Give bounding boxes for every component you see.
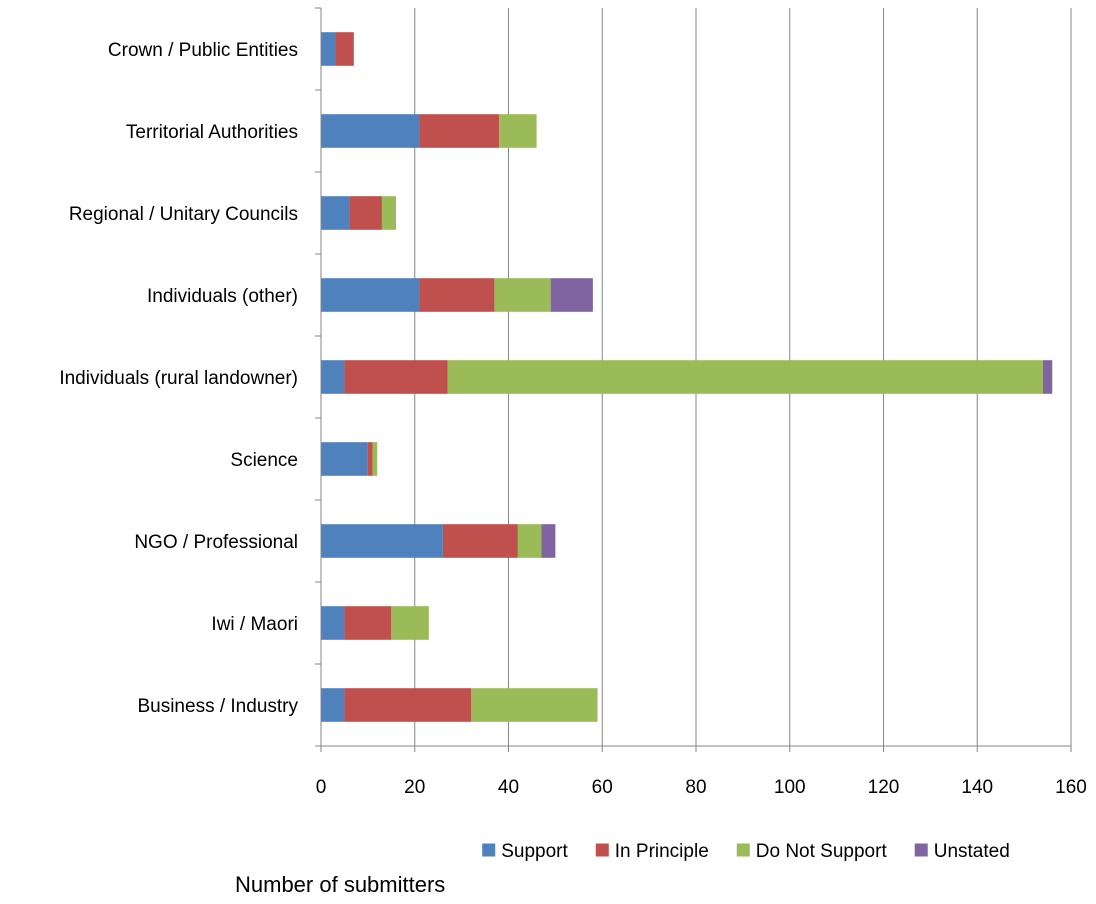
bar-segment — [321, 32, 336, 66]
category-label: Iwi / Maori — [211, 614, 298, 635]
bar-segment — [499, 114, 537, 148]
category-label: Science — [230, 450, 298, 471]
legend-label: Unstated — [934, 841, 1010, 862]
bar-segment — [321, 524, 443, 558]
bar-segment — [1042, 360, 1053, 394]
legend-swatch — [736, 843, 750, 857]
bar-segment — [541, 524, 556, 558]
bar-segment — [349, 196, 382, 230]
bar-segment — [321, 442, 368, 476]
bar-segment — [321, 114, 420, 148]
legend-label: In Principle — [615, 841, 709, 862]
x-tick-label: 0 — [316, 777, 327, 798]
bar-segment — [471, 688, 598, 722]
category-label: NGO / Professional — [134, 532, 298, 553]
bars — [321, 32, 1053, 722]
bar-segment — [321, 360, 345, 394]
bar-segment — [372, 442, 378, 476]
x-axis-label: Number of submitters — [235, 872, 445, 897]
axes — [315, 7, 1072, 752]
category-label: Individuals (rural landowner) — [59, 368, 298, 389]
bar-segment — [321, 606, 345, 640]
bar-segment — [321, 688, 345, 722]
bar-segment — [419, 278, 495, 312]
legend: Support In Principle Do Not Support Unstate… — [482, 841, 1010, 862]
legend-swatch — [482, 843, 496, 857]
bar-segment — [442, 524, 518, 558]
category-label: Regional / Unitary Councils — [69, 204, 298, 225]
x-tick-label: 60 — [592, 777, 613, 798]
category-label: Territorial Authorities — [126, 122, 298, 143]
bar-segment — [494, 278, 551, 312]
legend-label: Do Not Support — [756, 841, 888, 862]
x-tick-label: 20 — [404, 777, 425, 798]
bar-segment — [550, 278, 593, 312]
x-tick-label: 40 — [498, 777, 519, 798]
bar-segment — [344, 688, 471, 722]
category-label: Crown / Public Entities — [108, 40, 298, 61]
legend-label: Support — [501, 841, 568, 862]
x-tick-label: 100 — [774, 777, 806, 798]
bar-segment — [447, 360, 1043, 394]
x-tick-label: 120 — [868, 777, 900, 798]
bar-segment — [335, 32, 354, 66]
bar-segment — [517, 524, 542, 558]
x-tick-label: 140 — [961, 777, 993, 798]
category-label: Individuals (other) — [147, 286, 298, 307]
x-tick-labels: 0 20 40 60 80 100 120 140 160 — [316, 777, 1087, 798]
legend-swatch — [914, 843, 928, 857]
bar-segment — [344, 360, 448, 394]
bar-segment — [367, 442, 373, 476]
bar-segment — [419, 114, 500, 148]
bar-segment — [321, 196, 350, 230]
bar-segment — [344, 606, 392, 640]
x-tick-label: 80 — [685, 777, 706, 798]
category-label: Business / Industry — [137, 696, 298, 717]
bar-segment — [321, 278, 420, 312]
bar-segment — [381, 196, 396, 230]
x-tick-label: 160 — [1055, 777, 1087, 798]
bar-segment — [391, 606, 429, 640]
category-labels: Crown / Public Entities Territorial Autho… — [59, 40, 298, 717]
legend-swatch — [595, 843, 609, 857]
